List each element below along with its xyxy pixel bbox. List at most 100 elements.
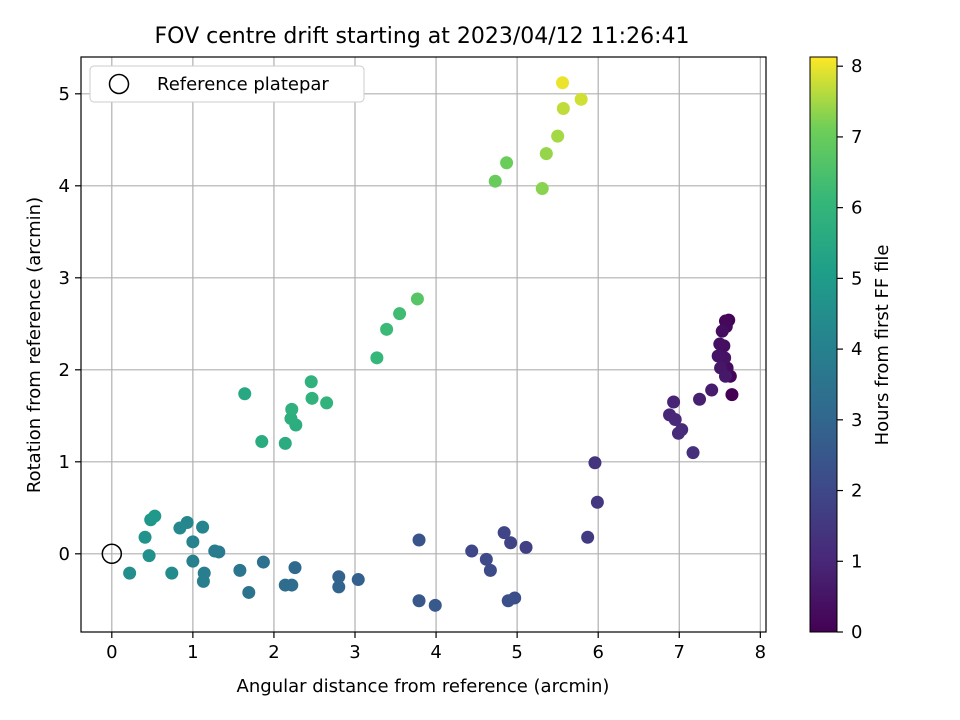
legend-box (89, 65, 365, 103)
scatter-point (581, 530, 595, 544)
scatter-point (148, 509, 162, 523)
x-tick-label: 2 (268, 642, 279, 663)
scatter-point (686, 446, 700, 460)
scatter-point (173, 521, 187, 535)
scatter-point (320, 396, 334, 410)
scatter-point (165, 566, 179, 580)
scatter-point (305, 391, 319, 405)
y-axis-ticks: 0 1 2 3 4 5 (59, 84, 81, 565)
scatter-point (668, 412, 682, 426)
scatter-point (556, 102, 570, 116)
colorbar-tick-label: 6 (851, 198, 862, 219)
scatter-point (556, 76, 570, 90)
scatter-point (233, 563, 247, 577)
colorbar-tick-label: 2 (851, 481, 862, 502)
scatter-point (304, 375, 318, 389)
scatter-point (288, 561, 302, 575)
y-tick-label: 3 (59, 268, 70, 289)
colorbar-tick-label: 7 (851, 127, 862, 148)
reference-platepar-marker (101, 543, 123, 565)
y-axis-label: Rotation from reference (arcmin) (24, 197, 45, 493)
scatter-point (332, 570, 346, 584)
data-points (101, 76, 739, 612)
colorbar-tick-label: 3 (851, 410, 862, 431)
scatter-point (285, 578, 299, 592)
scatter-point (351, 573, 365, 587)
scatter-point (693, 392, 707, 406)
scatter-point (483, 563, 497, 577)
scatter-point (278, 436, 292, 450)
scatter-point (428, 598, 442, 612)
y-tick-label: 2 (59, 360, 70, 381)
colorbar-label: Hours from first FF file (872, 245, 893, 446)
scatter-point (535, 182, 549, 196)
colorbar-tick-label: 0 (851, 622, 862, 643)
y-tick-label: 0 (59, 544, 70, 565)
scatter-point (138, 530, 152, 544)
scatter-point (551, 129, 565, 143)
scatter-point (465, 544, 479, 558)
scatter-point (497, 526, 511, 540)
scatter-point (393, 307, 407, 321)
x-tick-label: 0 (106, 642, 117, 663)
scatter-point (285, 402, 299, 416)
x-tick-label: 3 (349, 642, 360, 663)
scatter-point (488, 174, 502, 188)
x-tick-label: 1 (187, 642, 198, 663)
scatter-point (380, 322, 394, 336)
x-tick-label: 7 (674, 642, 685, 663)
scatter-point (208, 544, 222, 558)
colorbar-tick-label: 1 (851, 551, 862, 572)
x-tick-label: 4 (430, 642, 441, 663)
scatter-point (196, 574, 210, 588)
scatter-point (711, 349, 725, 363)
x-tick-label: 6 (592, 642, 603, 663)
scatter-point (256, 555, 270, 569)
scatter-point (142, 549, 156, 563)
scatter-point (588, 456, 602, 470)
scatter-point (238, 387, 252, 401)
colorbar-tick-label: 4 (851, 339, 862, 360)
y-tick-label: 4 (59, 176, 70, 197)
scatter-point (123, 566, 137, 580)
scatter-point (519, 540, 533, 554)
scatter-point (500, 156, 514, 170)
scatter-point (501, 594, 515, 608)
scatter-point (412, 533, 426, 547)
x-axis-ticks: 0 1 2 3 4 5 6 7 8 (106, 632, 766, 663)
colorbar-ticks: 0 1 2 3 4 5 6 7 8 (837, 56, 862, 643)
scatter-point (196, 520, 210, 534)
y-tick-label: 5 (59, 84, 70, 105)
scatter-point (671, 426, 685, 440)
y-tick-label: 1 (59, 452, 70, 473)
scatter-point (713, 337, 727, 351)
scatter-point (715, 324, 729, 338)
scatter-point (186, 554, 200, 568)
scatter-point (504, 536, 518, 550)
chart-title: FOV centre drift starting at 2023/04/12 … (155, 24, 690, 49)
scatter-point (725, 388, 739, 402)
x-tick-label: 5 (511, 642, 522, 663)
grid (81, 57, 766, 632)
x-tick-label: 8 (755, 642, 766, 663)
scatter-point (667, 395, 681, 409)
legend: Reference platepar (89, 65, 365, 103)
scatter-point (718, 369, 732, 383)
legend-label-reference: Reference platepar (157, 74, 329, 95)
scatter-point (705, 383, 719, 397)
scatter-point (332, 580, 346, 594)
colorbar-tick-label: 5 (851, 268, 862, 289)
scatter-point (410, 292, 424, 306)
scatter-point (574, 92, 588, 106)
scatter-point (186, 535, 200, 549)
scatter-point (590, 495, 604, 509)
scatter-point (412, 594, 426, 608)
x-axis-label: Angular distance from reference (arcmin) (237, 676, 610, 697)
scatter-point (255, 435, 269, 449)
colorbar-tick-label: 8 (851, 56, 862, 77)
scatter-point (539, 147, 553, 161)
plot-frame (80, 56, 767, 633)
legend-marker-reference (108, 73, 130, 95)
scatter-point (479, 552, 493, 566)
